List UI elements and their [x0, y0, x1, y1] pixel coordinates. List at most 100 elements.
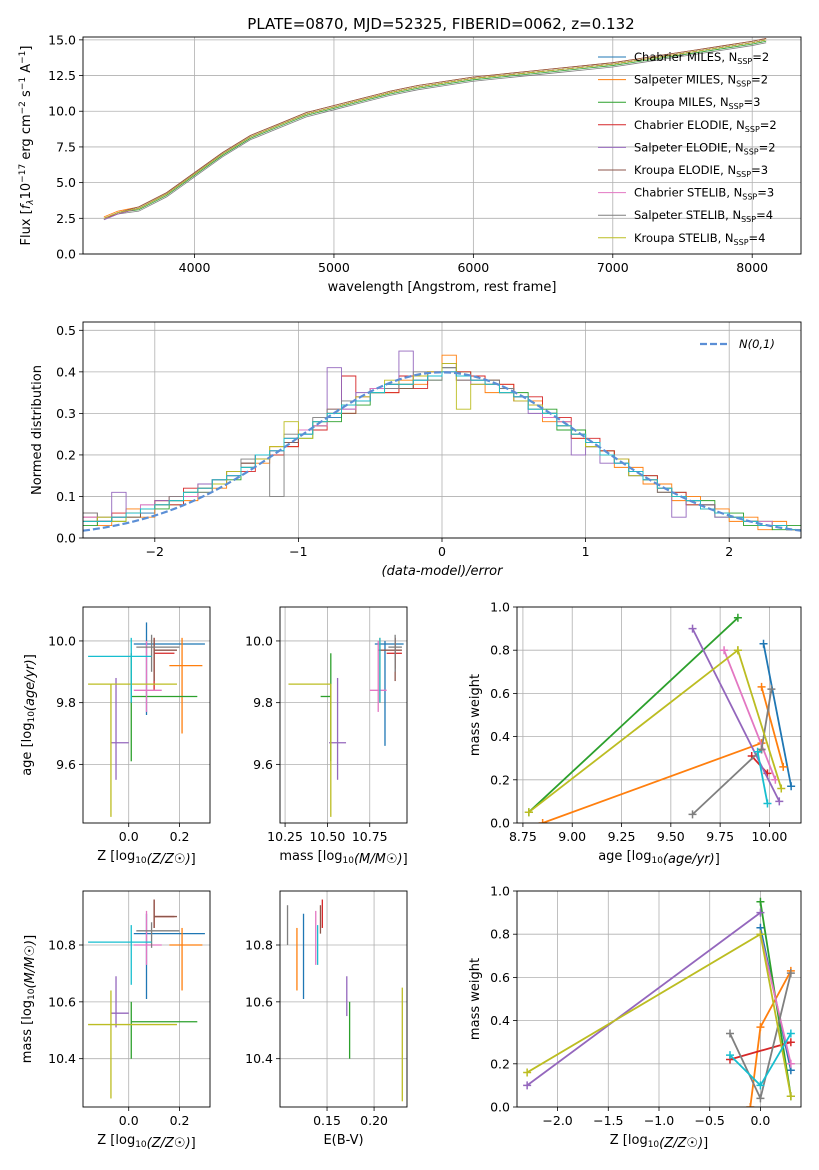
axes-frame	[279, 606, 408, 824]
grid	[517, 890, 801, 1108]
axes-frame	[82, 321, 802, 539]
weight-marker	[756, 1094, 765, 1103]
y-tick-label: 0.1	[56, 489, 76, 504]
y-axis-label: age [log10(age/yr)]	[20, 654, 38, 776]
weight-marker	[759, 639, 768, 648]
model-line	[103, 38, 767, 219]
legend-label: N(0,1)	[739, 337, 775, 351]
x-tick-label: −1.5	[593, 1113, 623, 1128]
legend-label: Chabrier STELIB, NSSP=3	[634, 186, 774, 202]
y-tick-label: 10.6	[48, 994, 76, 1009]
weight-line	[760, 688, 773, 750]
weight-line	[762, 643, 793, 787]
y-tick-label: 9.8	[253, 695, 273, 710]
grid	[83, 891, 210, 1107]
x-tick-label: 0.0	[119, 829, 139, 844]
axes-frame	[82, 606, 211, 824]
weight-marker	[756, 930, 765, 939]
x-tick-label: 6000	[457, 260, 489, 275]
x-tick-label: 7000	[597, 260, 629, 275]
x-tick-label: 5000	[318, 260, 350, 275]
y-tick-label: 0.5	[56, 323, 76, 338]
plot-area	[88, 622, 205, 817]
model-line	[103, 39, 767, 219]
x-tick-label: 10.75	[352, 829, 388, 844]
y-tick-label: 0.8	[490, 643, 510, 658]
legend: Chabrier MILES, NSSP=2 Salpeter MILES, NS…	[598, 50, 777, 247]
grid	[280, 607, 407, 823]
panel-weight_vs_Z: −2.0 −1.5 −1.0 −0.5 0.0 0.0 0.2 0.4 0.6 0.8 1.0 Z […	[468, 884, 802, 1151]
x-tick-label: −0.5	[695, 1113, 725, 1128]
x-axis-label: (data-model)/error	[382, 564, 505, 579]
y-tick-label: 0.3	[56, 406, 76, 421]
weight-marker	[756, 897, 765, 906]
x-tick-label: 9.50	[657, 829, 685, 844]
weight-marker	[786, 1059, 795, 1068]
histogram-step	[83, 371, 801, 531]
normal-curve	[83, 371, 801, 532]
weight-marker	[786, 969, 795, 978]
y-tick-label: 10.0	[245, 633, 273, 648]
grid	[280, 891, 407, 1107]
x-tick-label: 9.75	[706, 829, 734, 844]
y-tick-label: 1.0	[490, 600, 510, 615]
x-tick-label: 1	[582, 544, 590, 559]
y-tick-label: 12.5	[48, 68, 76, 83]
weight-marker	[688, 624, 697, 633]
weight-marker	[756, 1081, 765, 1090]
y-tick-label: 0.0	[490, 1100, 510, 1115]
weight-line	[723, 649, 777, 781]
axes-frame	[279, 890, 408, 1108]
plot-area	[88, 899, 205, 1099]
x-axis-label: Z [log10(Z/Z☉)]	[610, 1133, 708, 1151]
model-line	[103, 40, 767, 219]
legend-label: Salpeter ELODIE, NSSP=2	[634, 140, 776, 156]
x-tick-label: 0.2	[170, 829, 190, 844]
plot-area	[524, 613, 796, 823]
y-tick-label: 0.4	[490, 1013, 510, 1028]
weight-marker	[524, 808, 533, 817]
legend-label: Chabrier MILES, NSSP=2	[634, 50, 769, 66]
legend-label: Salpeter STELIB, NSSP=4	[634, 208, 773, 224]
y-tick-label: 0.4	[490, 729, 510, 744]
plot-area	[83, 350, 801, 532]
x-tick-label: 0.0	[750, 1113, 770, 1128]
weight-line	[756, 751, 769, 804]
grid	[83, 322, 801, 539]
y-tick-label: 0.0	[56, 531, 76, 546]
y-tick-label: 0.4	[56, 364, 76, 379]
x-tick-label: 0.0	[119, 1113, 139, 1128]
y-tick-label: 10.0	[48, 104, 76, 119]
y-tick-label: 10.8	[245, 938, 273, 953]
plot-area	[103, 38, 767, 221]
axes-frame	[516, 606, 802, 824]
y-tick-label: 9.8	[56, 695, 76, 710]
legend-label: Kroupa ELODIE, NSSP=3	[634, 163, 768, 179]
weight-marker	[523, 1068, 532, 1077]
x-tick-label: −2.0	[542, 1113, 572, 1128]
y-tick-label: 0.6	[490, 686, 510, 701]
plot-area	[523, 897, 795, 1107]
weight-line	[528, 617, 739, 813]
y-tick-label: 0.2	[56, 447, 76, 462]
legend-label: Salpeter MILES, NSSP=2	[634, 73, 768, 89]
x-tick-label: 0.2	[170, 1113, 190, 1128]
weight-line	[528, 649, 739, 813]
weight-line	[737, 649, 783, 789]
weight-line	[691, 628, 781, 802]
y-axis-label: Normed distribution	[30, 365, 45, 495]
y-tick-label: 5.0	[56, 175, 76, 190]
plot-area	[288, 634, 404, 817]
weight-marker	[786, 1029, 795, 1038]
legend-label: Kroupa MILES, NSSP=3	[634, 95, 760, 111]
x-tick-label: 2	[725, 544, 733, 559]
weight-line	[526, 911, 761, 1087]
weight-line	[691, 748, 763, 816]
axes-frame	[516, 890, 802, 1108]
y-tick-label: 10.0	[48, 633, 76, 648]
y-tick-label: 0.2	[490, 1056, 510, 1071]
y-tick-label: 0.2	[490, 772, 510, 787]
weight-marker	[733, 646, 742, 655]
legend-label: Kroupa STELIB, NSSP=4	[634, 231, 765, 247]
weight-marker	[523, 1081, 532, 1090]
